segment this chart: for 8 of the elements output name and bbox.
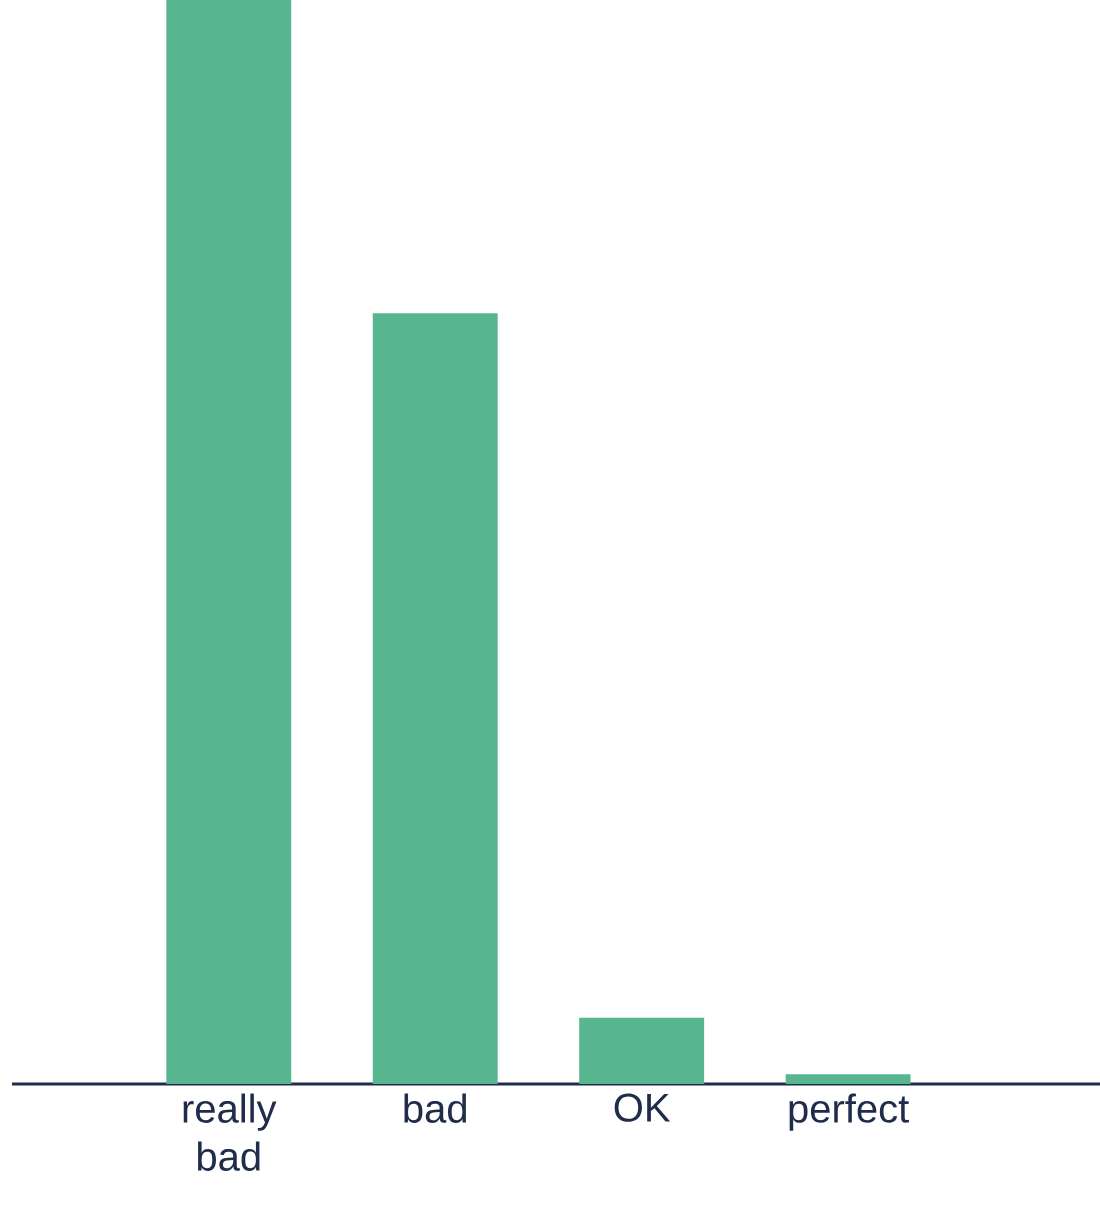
x-tick-label: perfect [789,1093,909,1131]
x-tick-label: OK [614,1093,671,1122]
x-tick-label: bad [404,1093,466,1123]
bar [785,1074,911,1084]
bar [372,313,498,1084]
x-tick-label: really bad [183,1093,277,1171]
bar [579,1017,705,1084]
bar [166,0,292,1084]
